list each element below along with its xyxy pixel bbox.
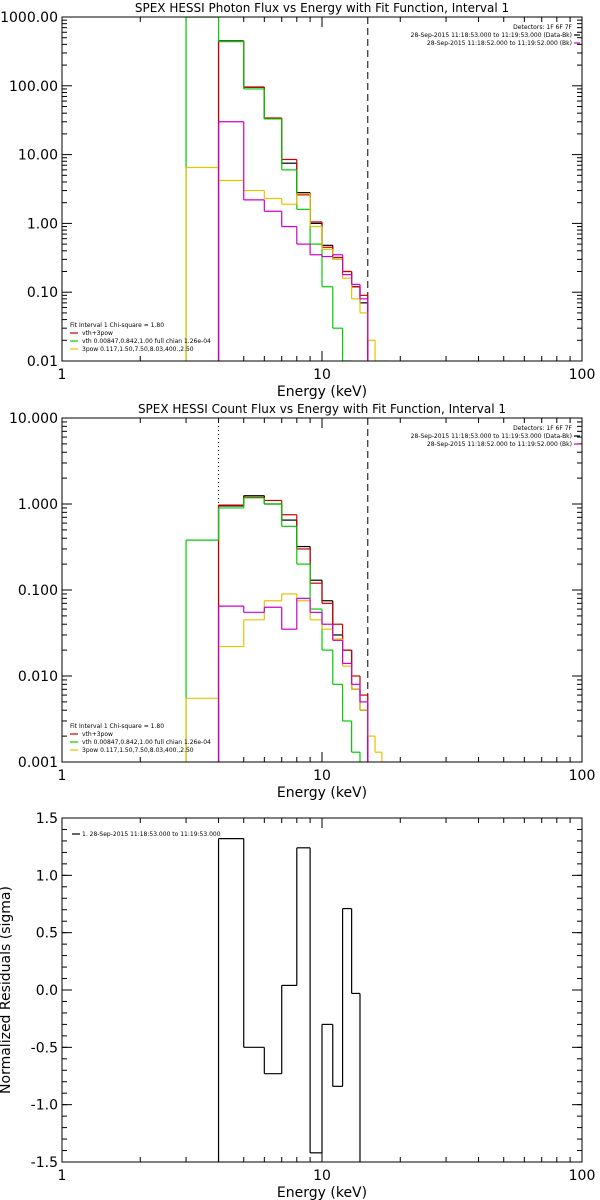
legend-text: 28-Sep-2015 11:18:52.000 to 11:19:52.000…	[427, 441, 572, 448]
legend-text: vth 0.00847,0.842,1.00 full chian 1.26e-…	[82, 739, 211, 746]
y-tick-label: 100.00	[9, 79, 58, 95]
x-tick-label: 1	[58, 1168, 67, 1184]
y-tick-label: 0.0	[36, 983, 58, 999]
legend-text: 28-Sep-2015 11:18:52.000 to 11:19:52.000…	[427, 40, 572, 47]
y-tick-label: 0.01	[27, 354, 58, 370]
series-data	[217, 40, 369, 361]
plot-frame	[61, 817, 583, 1163]
y-tick-label: 0.001	[18, 755, 58, 771]
y-tick-label: 1.5	[36, 811, 58, 827]
y-tick-label: -1.0	[31, 1098, 58, 1114]
x-tick-label: 100	[569, 367, 596, 383]
legend-text: 1. 28-Sep-2015 11:18:53.000 to 11:19:53.…	[82, 831, 221, 838]
x-tick-label: 10	[313, 1168, 331, 1184]
series-vth	[185, 497, 361, 762]
x-axis-ticks: 1 10 100	[58, 418, 596, 784]
series-bkg	[217, 121, 369, 361]
y-axis-label: Normalized Residuals (sigma)	[0, 886, 14, 1094]
legend-top: 1. 28-Sep-2015 11:18:53.000 to 11:19:53.…	[72, 831, 221, 838]
x-axis-label: Energy (keV)	[277, 384, 367, 400]
series-3pow	[185, 166, 389, 361]
y-tick-label: 1.00	[27, 216, 58, 232]
count-flux-panel: SPEX HESSI Count Flux vs Energy with Fit…	[9, 402, 595, 801]
legend-text: Fit Interval 1 Chi-square = 1.80	[70, 723, 164, 730]
y-axis-ticks: 0.01 0.10 1.00 10.00 100.00 1000.00	[0, 10, 582, 370]
legend-text: Detectors: 1F 6F 7F	[513, 24, 572, 31]
plot-area	[185, 418, 389, 762]
legend-text: vth+3pow	[82, 731, 113, 738]
x-tick-label: 100	[569, 768, 596, 784]
plot-frame	[61, 417, 583, 763]
x-axis-ticks: 1 10 100	[58, 818, 596, 1184]
y-tick-label: 0.100	[18, 583, 58, 599]
legend-text: Detectors: 1F 6F 7F	[513, 425, 572, 432]
chart-title: SPEX HESSI Count Flux vs Energy with Fit…	[138, 402, 506, 416]
x-tick-label: 100	[569, 1168, 596, 1184]
x-tick-label: 10	[313, 367, 331, 383]
y-tick-label: 0.10	[27, 285, 58, 301]
series-bkg	[217, 597, 369, 762]
series-vth3pow	[217, 40, 369, 361]
y-tick-label: -0.5	[31, 1040, 58, 1056]
y-tick-label: 10.000	[9, 411, 58, 427]
x-axis-label: Energy (keV)	[277, 1185, 367, 1200]
plot-area	[185, 17, 389, 361]
legend-bottom: Fit Interval 1 Chi-square = 1.80vth+3pow…	[70, 322, 211, 353]
legend-text: 3pow 0.117,1.50,7.50,8.03,400.,2.50	[82, 747, 194, 754]
y-tick-label: 1000.00	[0, 10, 58, 26]
legend-text: 28-Sep-2015 11:18:53.000 to 11:19:53.000…	[411, 32, 572, 39]
y-axis-ticks: 0.001 0.010 0.100 1.000 10.000	[9, 411, 582, 771]
legend-text: 3pow 0.117,1.50,7.50,8.03,400.,2.50	[82, 346, 194, 353]
x-axis-label: Energy (keV)	[277, 785, 367, 801]
series-3pow	[185, 593, 389, 762]
y-tick-label: -1.5	[31, 1155, 58, 1171]
x-tick-label: 10	[313, 768, 331, 784]
y-axis-ticks: -1.5 -1.0 -0.5 0.0 0.5 1.0 1.5	[31, 811, 582, 1171]
x-tick-label: 1	[58, 367, 67, 383]
y-tick-label: 1.0	[36, 868, 58, 884]
residuals-panel: 1 10 100 -1.5 -1.0 -0.5 0.0 0.5 1.0 1.5 Energy (ke…	[0, 811, 595, 1200]
legend-text: 28-Sep-2015 11:18:53.000 to 11:19:53.000…	[411, 433, 572, 440]
chart-title: SPEX HESSI Photon Flux vs Energy with Fi…	[135, 1, 509, 15]
x-tick-label: 1	[58, 768, 67, 784]
y-tick-label: 1.000	[18, 497, 58, 513]
legend-bottom: Fit Interval 1 Chi-square = 1.80vth+3pow…	[70, 723, 211, 754]
plot-frame	[61, 16, 583, 362]
legend-text: Fit Interval 1 Chi-square = 1.80	[70, 322, 164, 329]
y-tick-label: 10.00	[18, 148, 58, 164]
photon-flux-panel: SPEX HESSI Photon Flux vs Energy with Fi…	[0, 1, 595, 400]
series-1	[217, 838, 361, 1162]
y-tick-label: 0.010	[18, 669, 58, 685]
y-tick-label: 0.5	[36, 926, 58, 942]
plot-area	[217, 838, 361, 1162]
legend-text: vth+3pow	[82, 330, 113, 337]
legend-text: vth 0.00847,0.842,1.00 full chian 1.26e-…	[82, 338, 211, 345]
series-vth	[185, 17, 352, 361]
